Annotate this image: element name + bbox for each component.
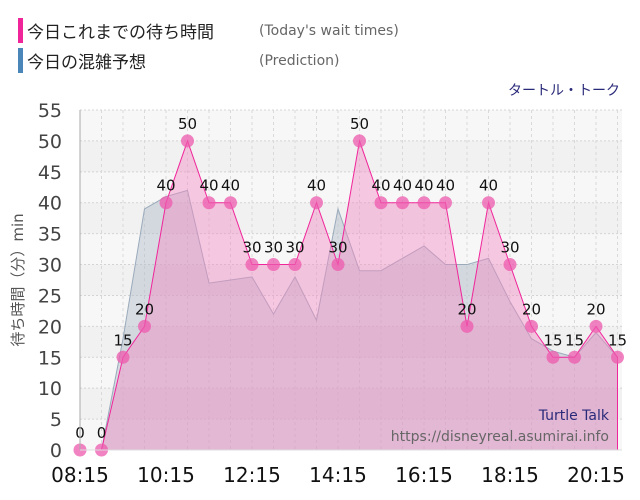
actual-data-point bbox=[546, 350, 560, 364]
y-tick-label: 10 bbox=[38, 378, 62, 400]
actual-data-point bbox=[224, 196, 237, 210]
legend-sublabel-actual: (Today's wait times) bbox=[259, 22, 399, 39]
actual-data-point bbox=[245, 258, 259, 272]
y-tick-label: 45 bbox=[38, 162, 62, 184]
x-tick-label: 10:15 bbox=[137, 463, 195, 487]
x-tick-label: 20:15 bbox=[567, 463, 625, 487]
data-label: 40 bbox=[307, 177, 326, 195]
actual-data-point bbox=[503, 258, 517, 272]
actual-data-point bbox=[331, 258, 345, 272]
actual-data-point bbox=[374, 196, 388, 210]
actual-data-point bbox=[568, 350, 581, 364]
actual-data-point bbox=[353, 134, 366, 148]
data-label: 15 bbox=[113, 331, 132, 349]
data-label: 40 bbox=[479, 177, 498, 195]
x-tick-label: 08:15 bbox=[51, 463, 109, 487]
actual-data-point bbox=[611, 350, 624, 364]
y-tick-label: 0 bbox=[50, 440, 62, 462]
actual-data-point bbox=[138, 319, 151, 333]
y-tick-label: 55 bbox=[38, 100, 62, 122]
data-label: 30 bbox=[285, 239, 304, 257]
legend-label-prediction: 今日の混雑予想 bbox=[27, 53, 146, 73]
y-tick-label: 25 bbox=[38, 285, 62, 307]
data-label: 15 bbox=[543, 331, 562, 349]
y-axis-label: 待ち時間（分）min bbox=[9, 213, 27, 346]
actual-data-point bbox=[288, 258, 302, 272]
y-tick-label: 30 bbox=[38, 255, 62, 277]
data-label: 20 bbox=[586, 300, 605, 318]
legend-sublabel-prediction: (Prediction) bbox=[259, 52, 340, 69]
data-label: 40 bbox=[436, 177, 455, 195]
actual-data-point bbox=[525, 319, 538, 333]
actual-area bbox=[80, 138, 618, 451]
data-label: 40 bbox=[371, 177, 390, 195]
y-tick-label: 50 bbox=[38, 131, 62, 153]
actual-data-point bbox=[460, 319, 474, 333]
data-label: 20 bbox=[135, 300, 154, 318]
data-label: 20 bbox=[522, 300, 541, 318]
data-label: 30 bbox=[264, 239, 283, 257]
grid-band bbox=[80, 140, 622, 172]
actual-data-point bbox=[267, 258, 280, 272]
data-label: 15 bbox=[565, 331, 584, 349]
x-tick-label: 12:15 bbox=[223, 463, 281, 487]
y-tick-label: 5 bbox=[50, 409, 62, 431]
watermark-url: https://disneyreal.asumirai.info bbox=[391, 429, 609, 445]
actual-data-point bbox=[202, 196, 216, 210]
data-label: 20 bbox=[457, 300, 476, 318]
x-tick-label: 16:15 bbox=[395, 463, 453, 487]
y-tick-label: 20 bbox=[38, 316, 62, 338]
data-label: 50 bbox=[350, 115, 369, 133]
actual-data-point bbox=[181, 134, 194, 148]
legend-item-prediction: 今日の混雑予想 (Prediction) bbox=[18, 48, 339, 73]
data-label: 30 bbox=[500, 239, 519, 257]
legend-item-actual: 今日これまでの待ち時間 (Today's wait times) bbox=[18, 18, 399, 43]
prediction-area bbox=[80, 189, 618, 451]
actual-data-point bbox=[310, 196, 323, 210]
legend-swatch-actual bbox=[18, 18, 23, 43]
actual-data-point bbox=[589, 319, 603, 333]
data-label: 15 bbox=[608, 331, 627, 349]
actual-data-point bbox=[417, 196, 431, 210]
x-tick-label: 18:15 bbox=[481, 463, 539, 487]
x-tick-label: 14:15 bbox=[309, 463, 367, 487]
legend-label-actual: 今日これまでの待ち時間 bbox=[27, 23, 214, 43]
y-tick-label: 15 bbox=[38, 347, 62, 369]
actual-data-point bbox=[439, 196, 452, 210]
actual-data-point bbox=[396, 196, 409, 210]
actual-data-point bbox=[116, 350, 130, 364]
y-tick-label: 35 bbox=[38, 224, 62, 246]
watermark-name: Turtle Talk bbox=[538, 408, 610, 424]
data-label: 40 bbox=[393, 177, 412, 195]
data-label: 40 bbox=[156, 177, 175, 195]
data-label: 40 bbox=[221, 177, 240, 195]
attraction-name: タートル・トーク bbox=[508, 83, 620, 99]
actual-data-point bbox=[482, 196, 495, 210]
actual-data-point bbox=[159, 196, 173, 210]
data-label: 30 bbox=[242, 239, 261, 257]
legend-swatch-prediction bbox=[18, 48, 23, 73]
data-label: 40 bbox=[414, 177, 433, 195]
data-label: 50 bbox=[178, 115, 197, 133]
data-label: 30 bbox=[328, 239, 347, 257]
data-label: 0 bbox=[97, 424, 107, 442]
y-tick-label: 40 bbox=[38, 193, 62, 215]
data-label: 40 bbox=[199, 177, 218, 195]
